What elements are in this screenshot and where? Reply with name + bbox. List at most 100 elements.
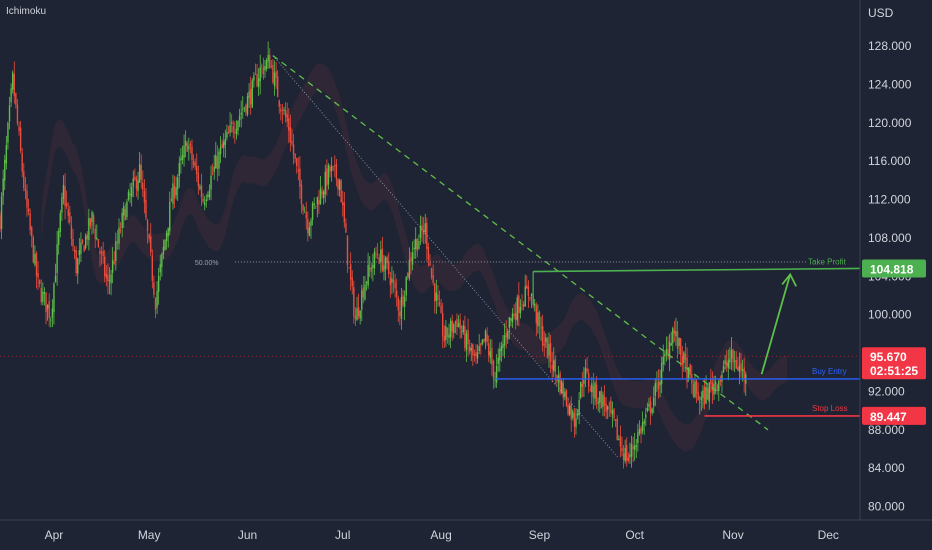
time-axis[interactable]: Apr May Jun Jul Aug Sep Oct Nov Dec xyxy=(45,528,839,542)
candle-body xyxy=(308,227,311,236)
candle-body xyxy=(116,241,119,243)
candle-body xyxy=(264,65,266,71)
candle-body xyxy=(291,140,293,144)
candle-body xyxy=(299,168,301,187)
candle-body xyxy=(256,74,258,87)
candle-body xyxy=(254,74,257,76)
candle-body xyxy=(640,427,642,434)
candle-body xyxy=(654,383,657,396)
candle-body xyxy=(61,197,63,213)
candle-body xyxy=(381,248,384,271)
candle-body xyxy=(675,331,677,337)
candle-body xyxy=(564,391,566,397)
candle-body xyxy=(568,405,571,415)
candle-body xyxy=(218,151,220,169)
candle-body xyxy=(15,93,17,105)
candle-body xyxy=(570,403,572,420)
candle-body xyxy=(383,265,385,272)
candle-body xyxy=(7,122,9,143)
candle-body xyxy=(699,402,701,404)
candle-body xyxy=(730,350,733,359)
candle-body xyxy=(489,351,491,358)
candle-body xyxy=(605,403,607,412)
time-tick-label: Apr xyxy=(45,528,64,542)
candle-body xyxy=(157,275,160,292)
candle-body xyxy=(10,88,12,103)
candle-body xyxy=(446,327,449,338)
candle-body xyxy=(354,315,357,320)
candle-body xyxy=(346,235,349,266)
candle-body xyxy=(587,373,590,387)
candle-body xyxy=(453,324,455,334)
candle-body xyxy=(242,109,244,111)
candle-body xyxy=(716,384,718,391)
candle-body xyxy=(445,326,447,341)
price-tick-label: 100.000 xyxy=(868,308,912,322)
candle-body xyxy=(326,168,328,186)
candle-body xyxy=(153,282,155,295)
current-price-badge-text: 95.670 xyxy=(870,350,907,364)
candle-body xyxy=(703,386,706,405)
candle-body xyxy=(88,217,90,241)
candle-body xyxy=(413,247,415,250)
candle-body xyxy=(475,352,477,357)
candle-body xyxy=(468,346,471,352)
candle-body xyxy=(288,118,290,131)
candle-body xyxy=(283,109,285,112)
candle-body xyxy=(743,367,745,381)
candle-body xyxy=(200,185,203,198)
candle-body xyxy=(300,184,303,205)
candle-body xyxy=(77,258,79,274)
candle-body xyxy=(337,178,339,190)
candle-body xyxy=(607,406,609,410)
candle-body xyxy=(335,163,338,180)
candle-body xyxy=(178,162,180,177)
candle-body xyxy=(196,166,198,175)
price-tick-label: 108.000 xyxy=(868,231,912,245)
candle-body xyxy=(54,275,57,283)
candle-body xyxy=(269,55,271,69)
candle-body xyxy=(99,250,101,255)
candle-body xyxy=(408,260,411,279)
candle-body xyxy=(92,215,95,226)
candle-body xyxy=(689,364,691,375)
candle-body xyxy=(732,349,734,363)
candle-body xyxy=(270,65,273,67)
candle-body xyxy=(697,392,699,400)
candle-body xyxy=(121,212,123,229)
price-tick-label: 92.000 xyxy=(868,384,905,398)
candle-body xyxy=(140,164,142,180)
candle-body xyxy=(665,349,668,355)
candle-body xyxy=(240,112,242,115)
candle-body xyxy=(80,242,82,254)
price-tick-label: 116.000 xyxy=(868,154,911,168)
candle-body xyxy=(21,152,23,172)
candle-body xyxy=(421,225,423,232)
candle-body xyxy=(510,318,512,321)
candle-body xyxy=(524,286,526,307)
candle-body xyxy=(327,165,330,185)
candle-body xyxy=(683,352,685,364)
candle-body xyxy=(659,381,661,386)
candle-body xyxy=(276,76,279,98)
candle-body xyxy=(499,349,501,361)
candle-body xyxy=(353,287,355,317)
candle-body xyxy=(32,237,35,263)
candle-body xyxy=(69,212,71,223)
candle-body xyxy=(58,231,60,245)
projection-arrow-head xyxy=(781,272,797,287)
candle-body xyxy=(467,329,469,345)
candle-body xyxy=(307,218,309,233)
candle-body xyxy=(165,232,168,242)
candle-body xyxy=(722,366,725,373)
candle-body xyxy=(238,115,241,120)
chart-drawings: 50.00% Take Profit Buy Entry Stop Loss xyxy=(0,55,861,459)
candle-body xyxy=(216,156,219,170)
candle-body xyxy=(664,354,666,357)
candle-body xyxy=(580,381,582,398)
candle-body xyxy=(440,305,442,314)
candle-body xyxy=(502,343,504,348)
candle-body xyxy=(529,297,531,299)
